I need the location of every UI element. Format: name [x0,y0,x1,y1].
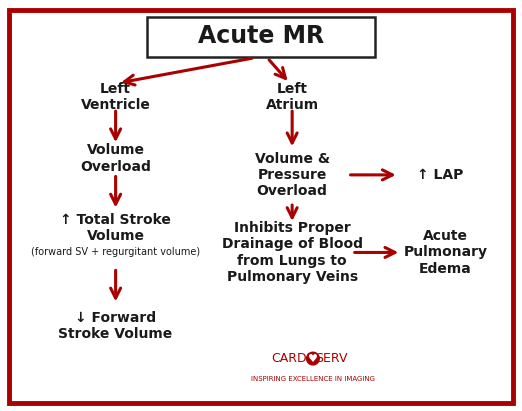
FancyBboxPatch shape [9,9,513,404]
Text: Inhibits Proper
Drainage of Blood
from Lungs to
Pulmonary Veins: Inhibits Proper Drainage of Blood from L… [222,221,363,284]
Text: Acute MR: Acute MR [198,24,324,48]
Text: Volume
Overload: Volume Overload [80,143,151,174]
FancyBboxPatch shape [147,17,375,57]
Text: Volume &
Pressure
Overload: Volume & Pressure Overload [255,152,330,198]
Text: Left
Ventricle: Left Ventricle [81,82,150,113]
Text: (forward SV + regurgitant volume): (forward SV + regurgitant volume) [31,247,200,257]
Text: ↑ Total Stroke
Volume: ↑ Total Stroke Volume [60,213,171,243]
Text: ↓ Forward
Stroke Volume: ↓ Forward Stroke Volume [58,311,173,341]
Text: INSPIRING EXCELLENCE IN IMAGING: INSPIRING EXCELLENCE IN IMAGING [251,376,375,382]
Text: Acute
Pulmonary
Edema: Acute Pulmonary Edema [404,229,488,276]
Text: Left
Atrium: Left Atrium [266,82,319,113]
Text: ♥: ♥ [308,353,318,364]
Text: CARDI: CARDI [271,352,310,365]
Text: SERV: SERV [315,352,348,365]
Text: ↑ LAP: ↑ LAP [417,168,464,182]
